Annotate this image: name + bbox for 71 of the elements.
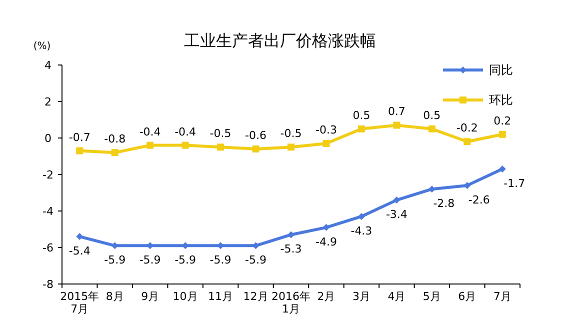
point — [76, 147, 84, 154]
data-label: -3.4 — [386, 208, 408, 222]
legend-label: 同比 — [489, 63, 513, 77]
point — [428, 125, 436, 132]
y-tick-label: 4 — [44, 59, 52, 72]
x-tick-label: 2015年 7月 — [60, 290, 100, 316]
point — [358, 125, 365, 132]
x-tick-label: 10月 — [172, 290, 198, 303]
point — [322, 140, 330, 147]
point — [217, 144, 224, 151]
x-tick-label: 7月 — [493, 290, 512, 303]
y-tick-label: -4 — [42, 205, 54, 218]
data-label: -0.2 — [456, 122, 478, 135]
x-tick-label: 9月 — [141, 290, 160, 303]
data-label: -2.6 — [468, 193, 490, 206]
data-label: 0.5 — [352, 108, 370, 122]
data-label: -5.9 — [139, 254, 161, 267]
data-label: -5.9 — [210, 254, 232, 267]
data-label: 0.7 — [388, 105, 406, 118]
data-label: -0.6 — [245, 128, 267, 142]
data-label: -0.3 — [315, 123, 337, 136]
data-label: -0.4 — [174, 125, 196, 138]
point — [498, 166, 506, 173]
point — [464, 138, 471, 146]
data-label: -0.4 — [139, 125, 161, 138]
data-label: -4.3 — [350, 224, 372, 238]
point — [322, 224, 330, 231]
x-tick-label: 8月 — [106, 290, 124, 303]
data-label: -5.3 — [280, 242, 302, 256]
y-axis-title: (%) — [33, 41, 51, 52]
point — [76, 233, 84, 240]
x-tick-label: 3月 — [352, 290, 370, 303]
y-tick-label: -8 — [42, 278, 54, 291]
data-label: -5.9 — [245, 254, 267, 267]
x-tick-label: 2月 — [317, 290, 336, 303]
x-tick-label: 4月 — [388, 290, 406, 303]
point — [393, 196, 400, 204]
y-tick-label: -6 — [42, 242, 54, 254]
data-label: -5.9 — [174, 254, 196, 267]
point — [182, 142, 189, 149]
data-label: -0.8 — [104, 132, 126, 146]
data-label: -0.7 — [68, 130, 90, 144]
point — [111, 149, 118, 156]
data-label: -0.5 — [280, 127, 302, 140]
x-tick-label: 5月 — [422, 290, 441, 303]
chart-title: 工业生产者出厂价格涨跌幅 — [184, 31, 376, 50]
point — [252, 145, 260, 152]
data-label: -2.8 — [433, 197, 455, 210]
x-tick-label: 11月 — [208, 290, 234, 303]
data-label: -0.5 — [210, 127, 232, 140]
point — [288, 144, 294, 151]
data-label: -5.9 — [104, 254, 126, 267]
point — [288, 231, 294, 238]
point — [393, 122, 400, 129]
point — [464, 182, 471, 189]
x-tick-label: 6月 — [458, 290, 476, 303]
data-label: 0.5 — [423, 108, 441, 122]
data-label: -4.9 — [315, 235, 337, 248]
point — [428, 186, 436, 193]
data-label: -5.4 — [68, 244, 90, 258]
x-tick-label: 2016年 1月 — [272, 290, 310, 316]
x-tick-label: 12月 — [243, 290, 268, 303]
point — [498, 130, 506, 138]
y-tick-label: -2 — [42, 168, 54, 182]
data-label: -1.7 — [504, 177, 526, 190]
y-tick-label: 2 — [44, 96, 52, 108]
point — [146, 142, 154, 149]
point — [358, 212, 365, 220]
data-label: 0.2 — [494, 114, 512, 128]
legend-label: 环比 — [489, 93, 513, 107]
y-tick-label: 0 — [44, 132, 52, 145]
